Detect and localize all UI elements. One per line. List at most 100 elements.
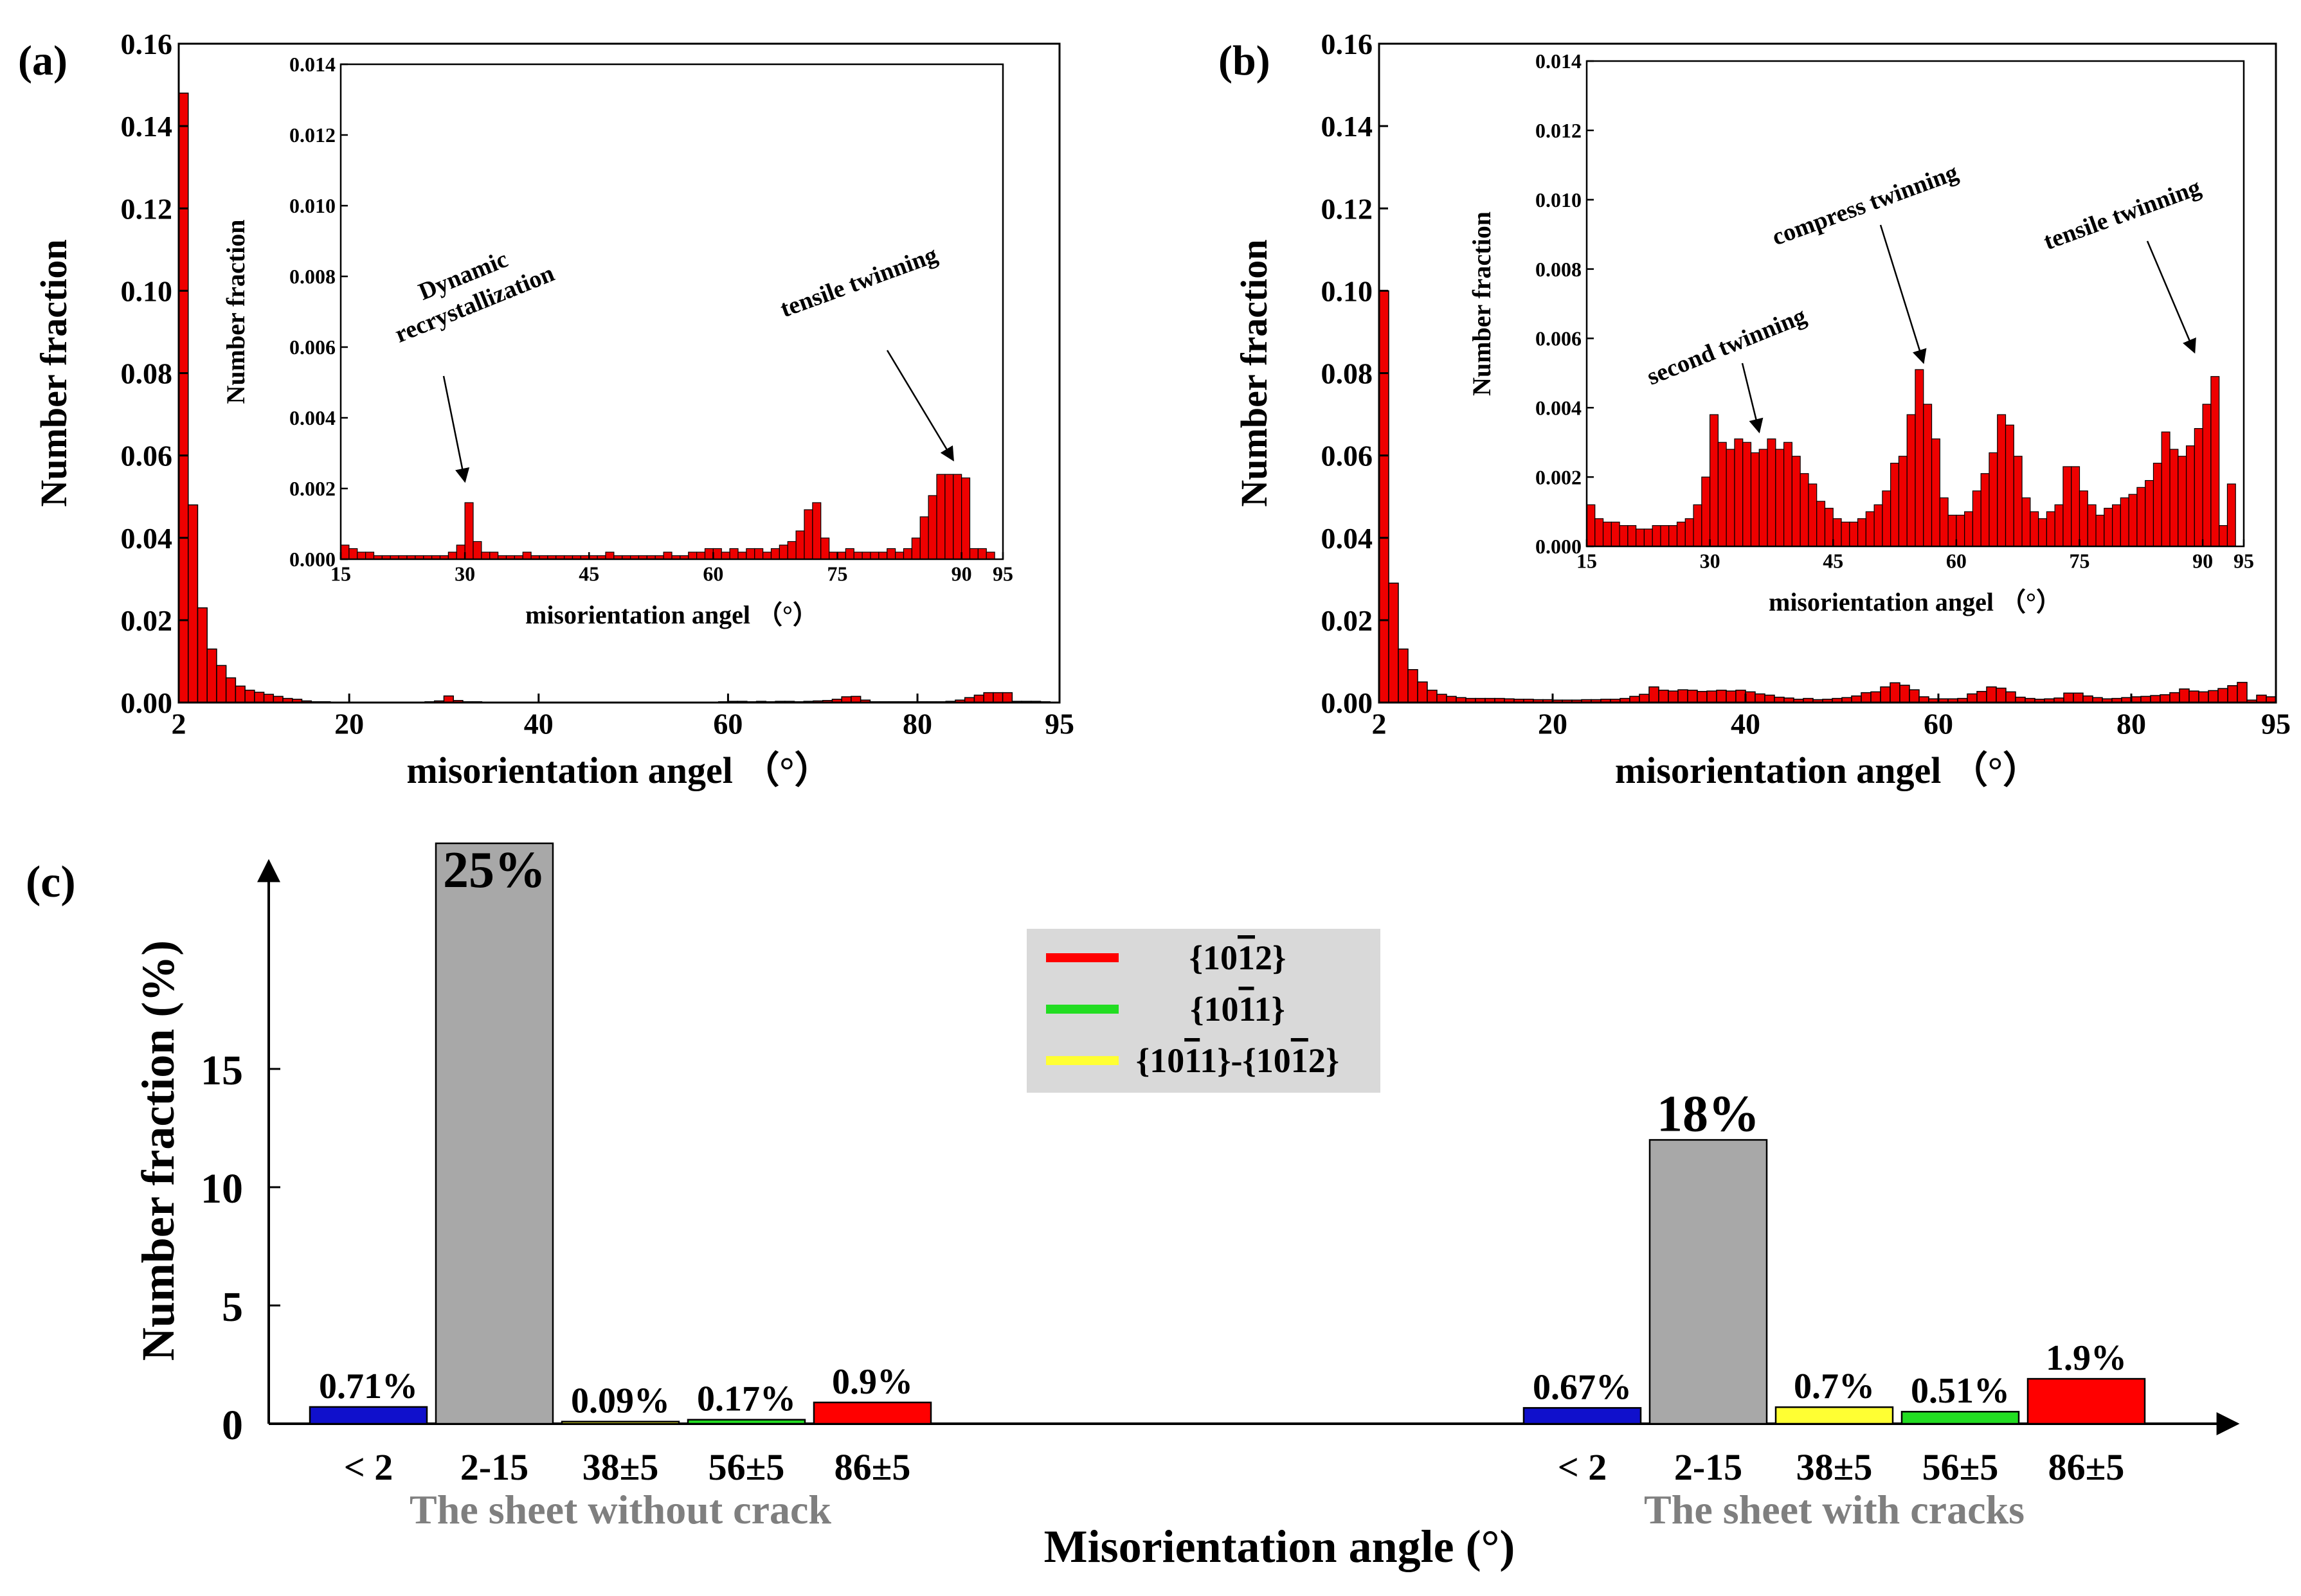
panel-a-inset-x-tick-label: 95 [993, 562, 1013, 586]
panel-c-category-label: 2-15 [1674, 1446, 1742, 1488]
panel-b-main-x-tick-label: 60 [1924, 707, 1953, 740]
panel-b-main-bar-90 [2227, 685, 2238, 703]
panel-b-main-bar-74 [2073, 692, 2084, 703]
panel-b-inset-y-tick-label: 0.014 [1535, 49, 1582, 73]
panel-a-main-bar-10 [254, 692, 265, 703]
panel-a-inset-bar-59 [704, 548, 714, 560]
panel-b-main-bar-64 [1976, 690, 1987, 703]
panel-a-inset-bar-17 [357, 551, 366, 560]
panel-c-data-label: 0.51% [1911, 1371, 2010, 1411]
panel-b-main-x-tick-label: 80 [2116, 707, 2146, 740]
panel-a-inset-bar-93 [986, 551, 995, 560]
panel-b-inset-bar-29 [1701, 476, 1711, 547]
panel-b-inset-bar-26 [1676, 521, 1686, 547]
panel-c-legend-label-part: 1 [1238, 938, 1255, 977]
panel-b-inset-bar-71 [2046, 511, 2055, 547]
panel-b-main-bar-6 [1417, 681, 1428, 703]
panel-a-inset-bar-47 [605, 551, 615, 560]
panel-a-inset-bar-79 [870, 551, 880, 560]
panel-b-main-bar-67 [2005, 691, 2016, 703]
panel-b-inset-bar-30 [1710, 414, 1719, 547]
panel-b-inset-y-tick-label: 0.002 [1535, 465, 1582, 489]
panel-b-main-y-tick-label: 0.02 [1321, 604, 1373, 637]
panel-b-inset-bar-72 [2054, 504, 2064, 547]
panel-a-inset-bar-63 [737, 551, 747, 560]
panel-b-inset-y-tick-label: 0.006 [1535, 327, 1582, 350]
panel-b-inset-bar-24 [1660, 525, 1670, 547]
panel-c-data-label: 0.9% [832, 1362, 913, 1402]
panel-b-inset-bar-22 [1643, 528, 1653, 547]
panel-b-main-bar-65 [1986, 686, 1997, 703]
panel-b-main-bar-66 [1996, 687, 2007, 703]
panel-a-main-x-tick-label: 80 [903, 707, 932, 740]
panel-c-legend-label-part: 1 [1184, 1041, 1200, 1080]
panel-a-inset-bar-29 [456, 544, 465, 560]
panel-b-inset-bar-28 [1693, 504, 1702, 547]
panel-b-main-bar-38 [1726, 690, 1737, 703]
panel-b-inset-bar-67 [2013, 456, 2023, 547]
panel-b-inset-bar-80 [2120, 497, 2129, 547]
panel-c-bar-1-1 [1648, 1139, 1768, 1425]
panel-a-inset-y-tick-label: 0.004 [289, 406, 336, 429]
panel-a-inset-bar-87 [936, 474, 946, 560]
panel-c-y-tick-label: 0 [222, 1402, 243, 1449]
panel-a-main-y-tick-label: 0.14 [121, 110, 173, 143]
panel-a-main-bar-4 [197, 607, 208, 703]
panel-b-inset-bar-64 [1989, 452, 1998, 547]
panel-a-inset-bar-89 [953, 474, 962, 560]
panel-b-inset-bar-25 [1668, 525, 1678, 547]
panel-c-legend-label-part: {10 [1189, 938, 1238, 977]
panel-c-y-axis-label: Number fraction (%) [132, 940, 184, 1361]
panel-a-inset-bar-91 [969, 548, 979, 560]
panel-b-inset-y-tick-label: 0.012 [1535, 119, 1582, 142]
panel-a-main-y-tick-label: 0.00 [121, 686, 173, 719]
panel-a-main-bar-3 [187, 504, 199, 703]
panel-a-main-bar-9 [244, 690, 255, 703]
panel-b-inset-bar-43 [1816, 501, 1826, 547]
panel-b-main-y-tick-label: 0.04 [1321, 522, 1373, 555]
panel-a-main-bar-8 [235, 685, 246, 703]
panel-a-inset-bar-86 [928, 495, 937, 560]
panel-b-inset-bar-44 [1824, 508, 1834, 547]
panel-c-legend-label-part: 2} [1255, 938, 1286, 977]
panel-c-category-label: 86±5 [2048, 1446, 2125, 1488]
panel-b-main-bar-51 [1851, 695, 1862, 703]
panel-a-annotation-arrow-1 [886, 350, 954, 462]
panel-b-inset-bar-38 [1775, 449, 1785, 547]
panel-c-legend: {1012}{1011}{1011}-{1012} [1027, 929, 1380, 1093]
panel-b-inset-bar-59 [1947, 514, 1957, 547]
panel-c-data-label: 0.71% [319, 1367, 418, 1406]
panel-b-main-bar-34 [1687, 690, 1698, 703]
panel-a-inset-y-tick-label: 0.002 [289, 477, 336, 500]
panel-b-main-bar-63 [1967, 693, 1978, 703]
panel-c-legend-label-part: 1} [1254, 990, 1285, 1028]
panel-a-inset-bar-82 [895, 551, 905, 560]
panel-b-main-bar-33 [1677, 689, 1688, 703]
panel-c-group-label: The sheet with cracks [1644, 1487, 2025, 1532]
panel-b-main-bar-3 [1388, 582, 1399, 703]
panel-c-legend-label: {1011}-{1012} [1136, 1041, 1339, 1080]
panel-a-inset-bar-67 [770, 548, 780, 560]
panel-b-inset-bar-75 [2079, 490, 2088, 547]
panel-b-inset-bar-21 [1636, 528, 1645, 547]
panel-b-inset-bar-42 [1808, 483, 1818, 547]
panel-a-inset-bar-74 [829, 551, 838, 560]
panel-b-inset-bar-45 [1832, 518, 1842, 547]
panel-b-inset-bar-23 [1652, 525, 1661, 547]
panel-a-inset-y-axis-label: Number fraction [221, 220, 250, 404]
panel-a-inset-bar-32 [481, 551, 491, 560]
panel-a-main-bar-86 [973, 694, 984, 703]
panel-c-bar-0-2 [561, 1421, 680, 1425]
panel-b-inset-y-tick-label: 0.010 [1535, 188, 1582, 211]
panel-a-inset-bar-61 [721, 551, 730, 560]
panel-b-main-bar-55 [1890, 682, 1900, 703]
panel-a-inset-y-tick-label: 0.008 [289, 265, 336, 288]
panel-b-inset-plot-frame [1585, 60, 2245, 548]
panel-a-inset-x-tick-label: 60 [703, 562, 723, 586]
panel-c-data-label: 0.7% [1794, 1367, 1875, 1406]
panel-b-main-bar-36 [1706, 690, 1717, 703]
panel-a-inset-bar-84 [911, 537, 921, 560]
panel-b-main-bar-40 [1745, 691, 1756, 703]
panel-b-inset-x-tick-label: 60 [1946, 550, 1967, 573]
panel-b-main-bar-93 [2256, 694, 2267, 703]
